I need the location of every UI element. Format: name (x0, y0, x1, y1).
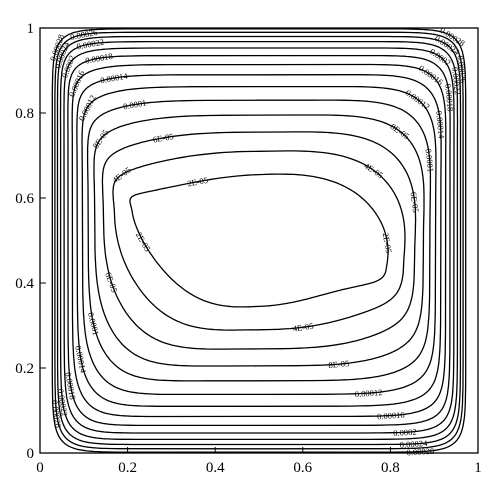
x-tick-label: 0.4 (206, 460, 225, 476)
contour-label: 6E-05 (103, 271, 119, 294)
x-tick-label: 0.2 (118, 460, 137, 476)
contour-label: 0.00022 (56, 388, 70, 417)
y-tick-label: 0.2 (15, 361, 34, 377)
plot-frame (39, 27, 479, 454)
contour-label: 0.0001 (86, 311, 101, 336)
contour-line (71, 63, 447, 418)
y-tick-label: 1 (27, 21, 35, 37)
x-tick-label: 0 (36, 460, 44, 476)
contour-label: 0.0001 (424, 148, 436, 172)
y-tick-label: 0.4 (15, 276, 34, 292)
contour-label: 4E-05 (292, 321, 314, 334)
contour-label: 0.00022 (450, 67, 463, 96)
contour-label: 0.00014 (99, 71, 129, 86)
contour-line (67, 54, 451, 427)
contour-line (101, 131, 417, 350)
contour-line (59, 40, 459, 441)
y-tick-label: 0.8 (15, 106, 34, 122)
contour-line (54, 31, 464, 450)
contour-label: 0.00026 (455, 55, 468, 84)
contour-label: 2E-05 (186, 175, 208, 189)
contour-line (112, 150, 406, 331)
contour-label: 2E-05 (381, 232, 394, 254)
contour-label: 0.00018 (443, 83, 456, 111)
y-tick-label: 0.6 (15, 191, 34, 207)
contour-line (81, 85, 437, 396)
contour-label: 0.0002 (393, 427, 417, 438)
x-tick-label: 0.6 (293, 460, 312, 476)
contour-label: 0.00026 (50, 400, 64, 429)
x-tick-label: 1 (474, 460, 482, 476)
contour-line (63, 47, 455, 434)
contour-line (93, 114, 425, 367)
contour-label: 0.00012 (404, 87, 432, 111)
y-tick-label: 0 (27, 446, 35, 462)
contour-label: 0.00018 (84, 51, 113, 66)
contour-label: 0.0001 (122, 98, 147, 112)
contour-line (129, 173, 389, 308)
contour-lines (51, 28, 467, 453)
contour-label: 6E-05 (152, 131, 174, 145)
contour-label: 8E-05 (328, 358, 350, 370)
contour-line (86, 99, 432, 382)
contour-line (76, 74, 442, 407)
contour-label: 8E-05 (90, 128, 110, 151)
contour-label: 6E-05 (408, 191, 421, 213)
contour-label: 0.00024 (399, 438, 428, 450)
contour-line (56, 35, 462, 446)
contour-label: 4E-05 (110, 165, 133, 185)
contour-label: 0.00028 (406, 446, 434, 458)
contour-label: 0.00012 (354, 387, 382, 399)
contour-label: 0.00018 (63, 371, 78, 400)
contour-label: 0.00014 (434, 110, 447, 139)
axis-ticks: 0 0.2 0.4 0.6 0.8 1 0 0.2 0.4 0.6 0.8 1 (15, 21, 482, 476)
contour-label: 0.00016 (377, 410, 405, 422)
x-tick-label: 0.8 (381, 460, 400, 476)
contour-line (51, 28, 467, 453)
contour-label: 2E-05 (134, 230, 153, 253)
